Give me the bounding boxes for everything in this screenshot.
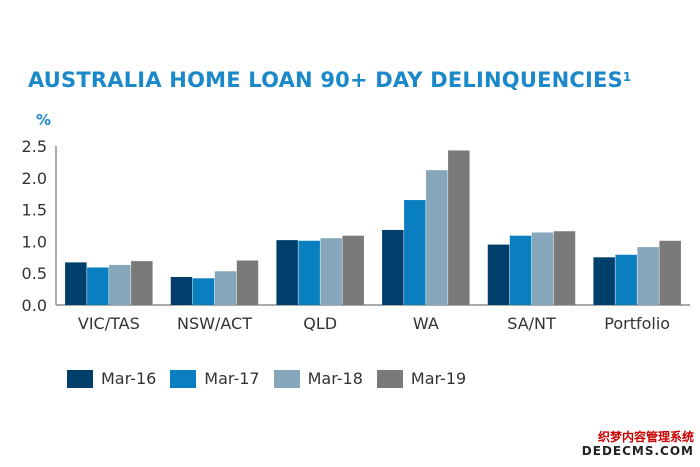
legend-label: Mar-17 xyxy=(204,369,260,388)
legend-item: Mar-18 xyxy=(273,369,363,388)
bar xyxy=(487,244,510,305)
y-tick-label: 1.0 xyxy=(22,232,47,251)
x-tick-label: NSW/ACT xyxy=(177,314,252,333)
legend-swatch xyxy=(376,369,403,388)
legend-label: Mar-16 xyxy=(101,369,157,388)
bar xyxy=(214,271,237,305)
bar xyxy=(553,231,576,305)
y-tick-label: 1.5 xyxy=(22,201,47,220)
bar xyxy=(65,262,87,305)
bar xyxy=(109,264,131,305)
x-tick-label: QLD xyxy=(303,314,337,333)
legend-swatch xyxy=(273,369,300,388)
chart-title-text: AUSTRALIA HOME LOAN 90+ DAY DELINQUENCIE… xyxy=(28,68,623,92)
bar xyxy=(659,240,681,305)
bar xyxy=(298,240,320,305)
y-axis-unit: % xyxy=(36,111,52,129)
bar xyxy=(404,200,426,305)
legend-swatch xyxy=(170,369,197,388)
y-tick-label: 0.0 xyxy=(22,296,47,315)
y-tick-label: 2.5 xyxy=(22,137,47,156)
bar xyxy=(615,254,637,305)
bar xyxy=(531,232,554,305)
title-footnote-marker: 1 xyxy=(622,70,632,84)
bar xyxy=(170,277,193,305)
x-tick-label: SA/NT xyxy=(507,314,556,333)
legend-label: Mar-19 xyxy=(410,369,467,388)
watermark-line-2: DEDECMS.COM xyxy=(581,444,694,458)
bar xyxy=(276,240,298,305)
legend-item: Mar-17 xyxy=(170,369,260,388)
bar xyxy=(509,235,532,305)
bar xyxy=(87,267,109,305)
x-tick-label: VIC/TAS xyxy=(78,314,140,333)
chart-title: AUSTRALIA HOME LOAN 90+ DAY DELINQUENCIE… xyxy=(28,68,631,92)
watermark: 织梦内容管理系统 DEDECMS.COM xyxy=(582,430,694,458)
bar xyxy=(426,170,448,305)
x-tick-label: Portfolio xyxy=(604,314,670,333)
bar xyxy=(637,247,659,305)
legend: Mar-16 Mar-17 Mar-18 Mar-19 xyxy=(67,369,466,388)
legend-item: Mar-16 xyxy=(67,369,156,388)
bar xyxy=(320,238,342,305)
bar xyxy=(342,235,364,305)
legend-swatch xyxy=(67,369,93,388)
bar xyxy=(131,261,153,305)
bar xyxy=(448,150,470,305)
x-tick-label: WA xyxy=(413,314,439,333)
bar xyxy=(593,257,615,305)
watermark-line-1: 织梦内容管理系统 xyxy=(597,430,694,444)
bar xyxy=(382,229,404,305)
y-tick-label: 0.5 xyxy=(22,264,47,283)
bar xyxy=(192,278,215,305)
legend-item: Mar-19 xyxy=(376,369,467,388)
y-tick-label: 2.0 xyxy=(22,169,47,188)
legend-label: Mar-18 xyxy=(307,369,363,388)
bar xyxy=(236,260,259,305)
